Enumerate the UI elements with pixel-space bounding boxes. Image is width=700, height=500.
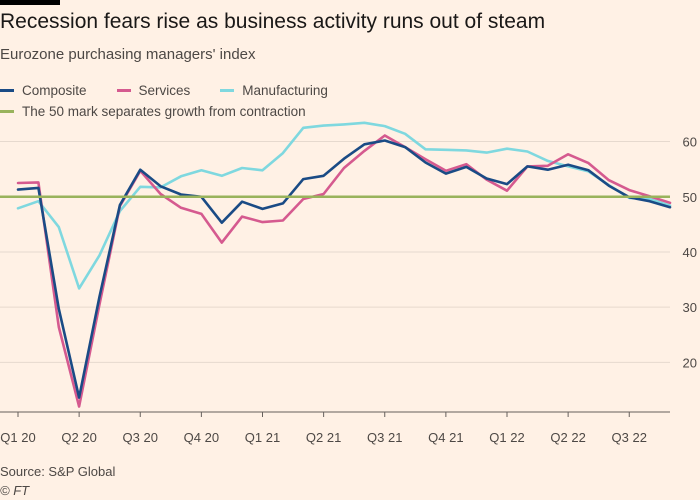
- x-tick-label-3: Q4 20: [184, 430, 219, 445]
- x-tick-label-8: Q1 22: [489, 430, 524, 445]
- x-tick-label-1: Q2 20: [61, 430, 96, 445]
- x-tick-label-5: Q2 21: [306, 430, 341, 445]
- legend-swatch-manufacturing: [220, 89, 235, 92]
- legend-label-composite: Composite: [22, 83, 87, 98]
- legend-swatch-services: [116, 89, 131, 92]
- brand-bar: [0, 0, 60, 5]
- legend-row-series: Composite Services Manufacturing: [0, 80, 358, 101]
- credit: © FT: [0, 483, 30, 498]
- y-tick-label-60: 60: [683, 135, 697, 150]
- legend-item-reference: The 50 mark separates growth from contra…: [0, 104, 306, 119]
- y-tick-label-40: 40: [683, 245, 697, 260]
- x-tick-label-9: Q2 22: [550, 430, 585, 445]
- series-line-manufacturing: [16, 121, 672, 290]
- legend-item-manufacturing: Manufacturing: [220, 83, 328, 98]
- legend-swatch-composite: [0, 89, 14, 92]
- y-tick-label-20: 20: [683, 355, 697, 370]
- x-tick-label-10: Q3 22: [612, 430, 647, 445]
- chart-title: Recession fears rise as business activit…: [0, 10, 546, 33]
- legend-item-composite: Composite: [0, 83, 87, 98]
- legend: Composite Services Manufacturing The 50 …: [0, 80, 358, 122]
- x-tick-label-6: Q3 21: [367, 430, 402, 445]
- series-line-composite: [16, 139, 672, 399]
- source-note: Source: S&P Global: [0, 464, 116, 479]
- legend-item-services: Services: [116, 83, 191, 98]
- legend-label-manufacturing: Manufacturing: [242, 83, 328, 98]
- x-tick-label-7: Q4 21: [428, 430, 463, 445]
- legend-label-reference: The 50 mark separates growth from contra…: [22, 104, 306, 119]
- legend-row-reference: The 50 mark separates growth from contra…: [0, 101, 358, 122]
- series-line-services: [16, 134, 672, 408]
- x-tick-label-0: Q1 20: [0, 430, 35, 445]
- x-tick-label-2: Q3 20: [123, 430, 158, 445]
- y-tick-label-30: 30: [683, 300, 697, 315]
- legend-label-services: Services: [138, 83, 191, 98]
- y-tick-label-50: 50: [683, 190, 697, 205]
- legend-swatch-reference: [0, 110, 14, 113]
- x-tick-label-4: Q1 21: [245, 430, 280, 445]
- chart-subtitle: Eurozone purchasing managers' index: [0, 46, 256, 63]
